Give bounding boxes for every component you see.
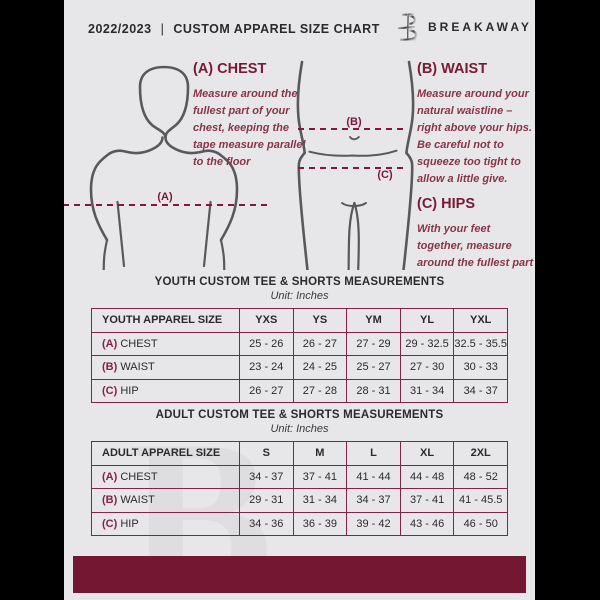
svg-text:allow a little give.: allow a little give. (417, 173, 507, 185)
svg-text:Measure around the: Measure around the (193, 88, 298, 100)
svg-text:chest, keeping the: chest, keeping the (193, 122, 289, 134)
svg-text:(B): (B) (346, 116, 362, 128)
svg-text:natural waistline –: natural waistline – (417, 105, 512, 117)
svg-text:right above your hips.: right above your hips. (417, 122, 532, 134)
svg-text:(C): (C) (377, 169, 393, 181)
svg-text:Be careful not to: Be careful not to (417, 139, 504, 151)
svg-text:(A): (A) (157, 191, 173, 203)
svg-text:squeeze too tight to: squeeze too tight to (417, 156, 521, 168)
svg-text:together, measure: together, measure (417, 240, 512, 252)
svg-text:tape measure parallel: tape measure parallel (193, 139, 306, 151)
svg-text:around the fullest part: around the fullest part (417, 257, 534, 269)
svg-text:(B) WAIST: (B) WAIST (417, 61, 487, 77)
svg-text:fullest part of your: fullest part of your (193, 105, 290, 117)
svg-text:(C) HIPS: (C) HIPS (417, 196, 475, 212)
svg-text:Measure around your: Measure around your (417, 88, 530, 100)
svg-text:to the floor: to the floor (193, 156, 251, 168)
svg-text:With your feet: With your feet (417, 223, 492, 235)
svg-text:(A) CHEST: (A) CHEST (193, 61, 266, 77)
